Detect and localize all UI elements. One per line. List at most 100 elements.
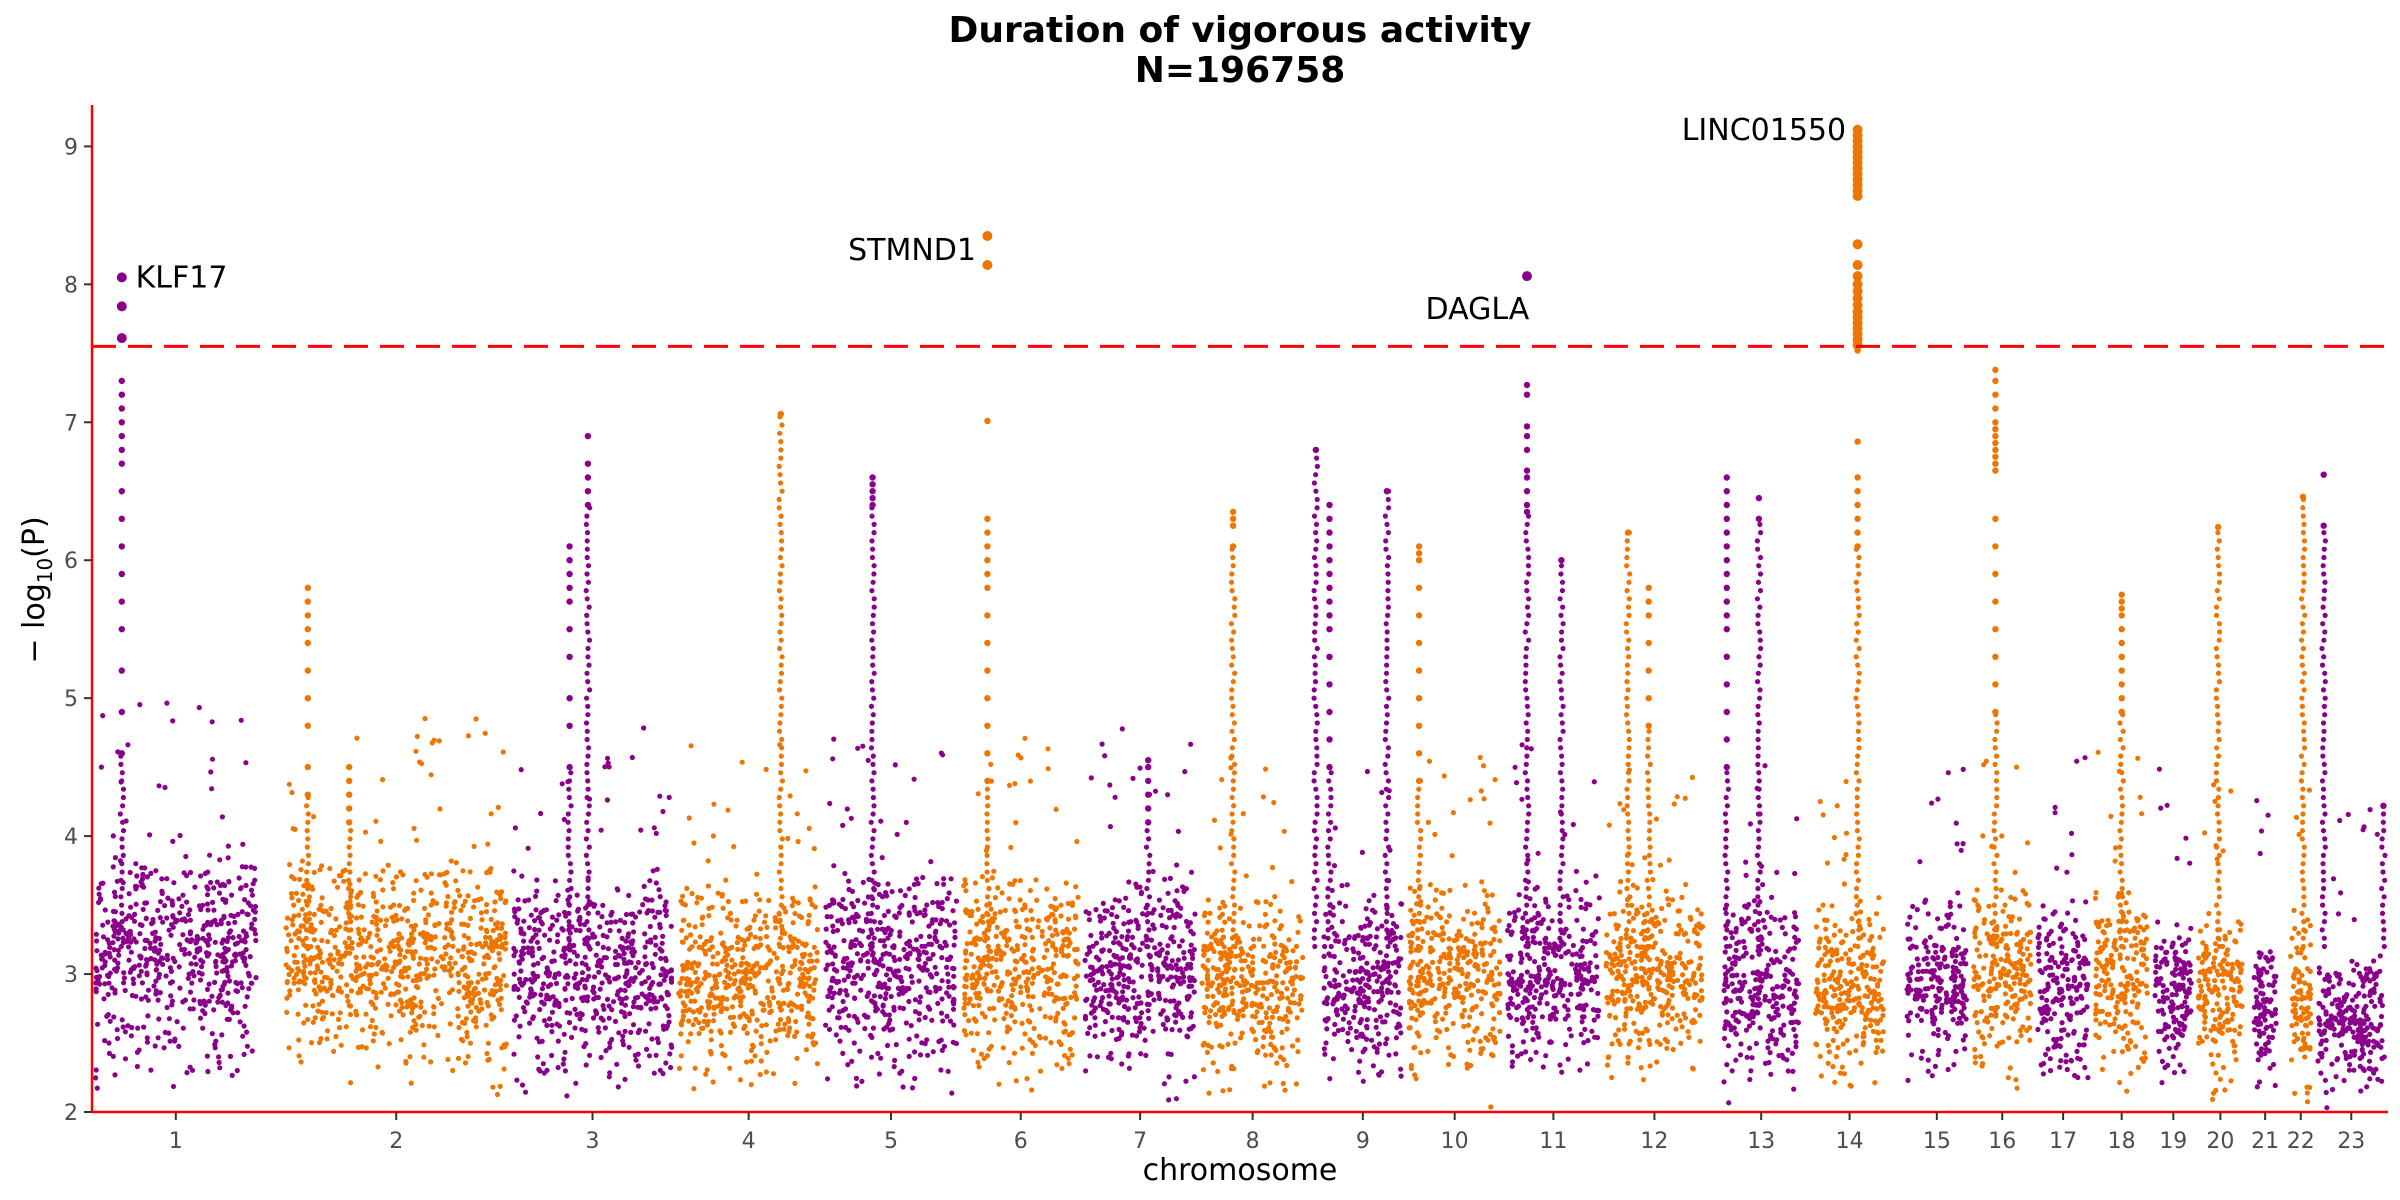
peak-26-stem — [2379, 811, 2388, 950]
peak-0-point-9 — [118, 460, 126, 467]
peak-21-stem — [1991, 712, 2000, 950]
peak-0-point-10 — [118, 488, 126, 495]
peak-7-point-14 — [984, 750, 991, 757]
peak-22-point-9 — [2118, 695, 2125, 702]
peak-24 — [2298, 493, 2308, 950]
peak-7-point-10 — [984, 639, 991, 647]
y-tick-label-6: 6 — [64, 549, 78, 574]
x-tick-label-22: 22 — [2287, 1129, 2315, 1154]
peak-18-point-0 — [1723, 474, 1731, 481]
peak-4-point-2 — [584, 474, 592, 481]
peak-7-point-15 — [984, 777, 991, 785]
peak-3-point-8 — [566, 722, 573, 729]
chromosome-8-cloud — [1199, 755, 1306, 1096]
peak-1-point-6 — [304, 695, 311, 702]
peak-20-point-31 — [1854, 501, 1861, 509]
peak-17-point-6 — [1645, 722, 1652, 729]
peak-12 — [1382, 488, 1392, 950]
peak-21-point-11 — [1992, 467, 1999, 474]
peak-11-point-1 — [1326, 515, 1333, 522]
peak-18-point-1 — [1723, 488, 1731, 495]
x-tick-label-8: 8 — [1246, 1129, 1260, 1154]
peak-18-point-7 — [1723, 570, 1731, 578]
chart-title: Duration of vigorous activity — [949, 10, 1532, 51]
peak-25-point-0 — [2320, 471, 2327, 478]
peak-23-point-0 — [2214, 523, 2222, 531]
chromosome-16-points — [1971, 758, 2034, 1091]
peak-24-stem — [2298, 496, 2308, 950]
peak-20-point-19 — [1852, 300, 1863, 310]
peak-8-point-4 — [1145, 805, 1152, 812]
peak-4-point-3 — [584, 488, 592, 495]
peak-4 — [583, 432, 593, 950]
chromosome-4-points — [676, 742, 820, 1092]
x-tick-label-4: 4 — [742, 1129, 756, 1154]
y-tick-label-7: 7 — [64, 411, 78, 436]
chromosome-17-cloud — [2035, 755, 2091, 1081]
peak-12-point-0 — [1383, 488, 1391, 495]
peak-7-point-13 — [984, 722, 991, 729]
chromosome-12-cloud — [1603, 767, 1706, 1083]
x-tick-label-5: 5 — [884, 1129, 898, 1154]
peak-11-point-2 — [1326, 529, 1333, 536]
peak-26-point-0 — [2380, 802, 2387, 809]
chromosome-3-points — [511, 725, 675, 1099]
peak-13-point-9 — [1415, 750, 1423, 757]
peak-13-point-6 — [1415, 667, 1423, 674]
peak-21-point-15 — [1992, 598, 1999, 605]
chromosome-4-cloud — [676, 742, 820, 1092]
peak-21-point-1 — [1992, 377, 1999, 385]
peak-0-point-12 — [118, 543, 126, 550]
peak-25 — [2319, 471, 2328, 950]
peak-3-point-0 — [566, 543, 573, 550]
x-tick-label-3: 3 — [586, 1129, 600, 1154]
peak-0-point-13 — [118, 570, 126, 578]
peak-23 — [2213, 523, 2223, 950]
y-axis-title: − log10(P) — [17, 516, 57, 663]
peak-2-point-4 — [346, 819, 353, 826]
peak-4-point-1 — [584, 460, 592, 467]
chromosome-8-points — [1199, 755, 1306, 1096]
peak-13-point-2 — [1415, 557, 1423, 564]
peak-20-point-34 — [1854, 543, 1861, 550]
peak-18-point-14 — [1723, 708, 1731, 716]
peak-2-stem — [345, 827, 354, 950]
peak-14-point-9 — [1523, 501, 1531, 509]
chromosome-9-cloud — [1321, 768, 1405, 1084]
peak-26 — [2379, 802, 2388, 950]
peak-20-point-15 — [1852, 271, 1863, 282]
peak-18-point-5 — [1723, 543, 1731, 550]
peak-11-point-9 — [1326, 626, 1333, 633]
chromosome-23-points — [2315, 806, 2387, 1111]
peak-25-point-1 — [2320, 522, 2327, 529]
peak-21-point-13 — [1992, 543, 1999, 550]
peak-18-point-12 — [1723, 653, 1731, 660]
chromosome-3-cloud — [511, 725, 675, 1099]
peak-17-point-2 — [1645, 612, 1652, 619]
peak-13-point-5 — [1415, 639, 1423, 647]
peak-13 — [1414, 543, 1424, 950]
peak-0-point-7 — [118, 432, 126, 440]
peak-9-point-2 — [1229, 522, 1237, 529]
peak-20-point-12 — [1852, 191, 1863, 201]
chromosome-14-cloud — [1813, 778, 1887, 1089]
peak-21-point-2 — [1992, 391, 1999, 398]
peak-7-point-0 — [982, 231, 993, 241]
peak-1-point-3 — [304, 626, 311, 633]
peak-21-point-0 — [1992, 366, 1999, 374]
peak-11-point-6 — [1326, 584, 1333, 591]
peak-21-point-16 — [1992, 626, 1999, 633]
peak-13-point-7 — [1415, 695, 1423, 702]
x-tick-label-6: 6 — [1014, 1129, 1028, 1154]
peak-13-point-0 — [1415, 543, 1423, 550]
peak-14 — [1522, 271, 1532, 950]
peak-14-point-8 — [1523, 488, 1531, 495]
peak-21-point-12 — [1992, 515, 1999, 522]
x-tick-label-1: 1 — [169, 1129, 183, 1154]
peak-7-point-6 — [984, 557, 991, 564]
chromosome-19-cloud — [2152, 766, 2194, 1086]
peak-19-stem — [1754, 521, 1764, 950]
chromosome-13-points — [1721, 763, 1802, 1106]
peak-15-point-0 — [1558, 557, 1565, 564]
